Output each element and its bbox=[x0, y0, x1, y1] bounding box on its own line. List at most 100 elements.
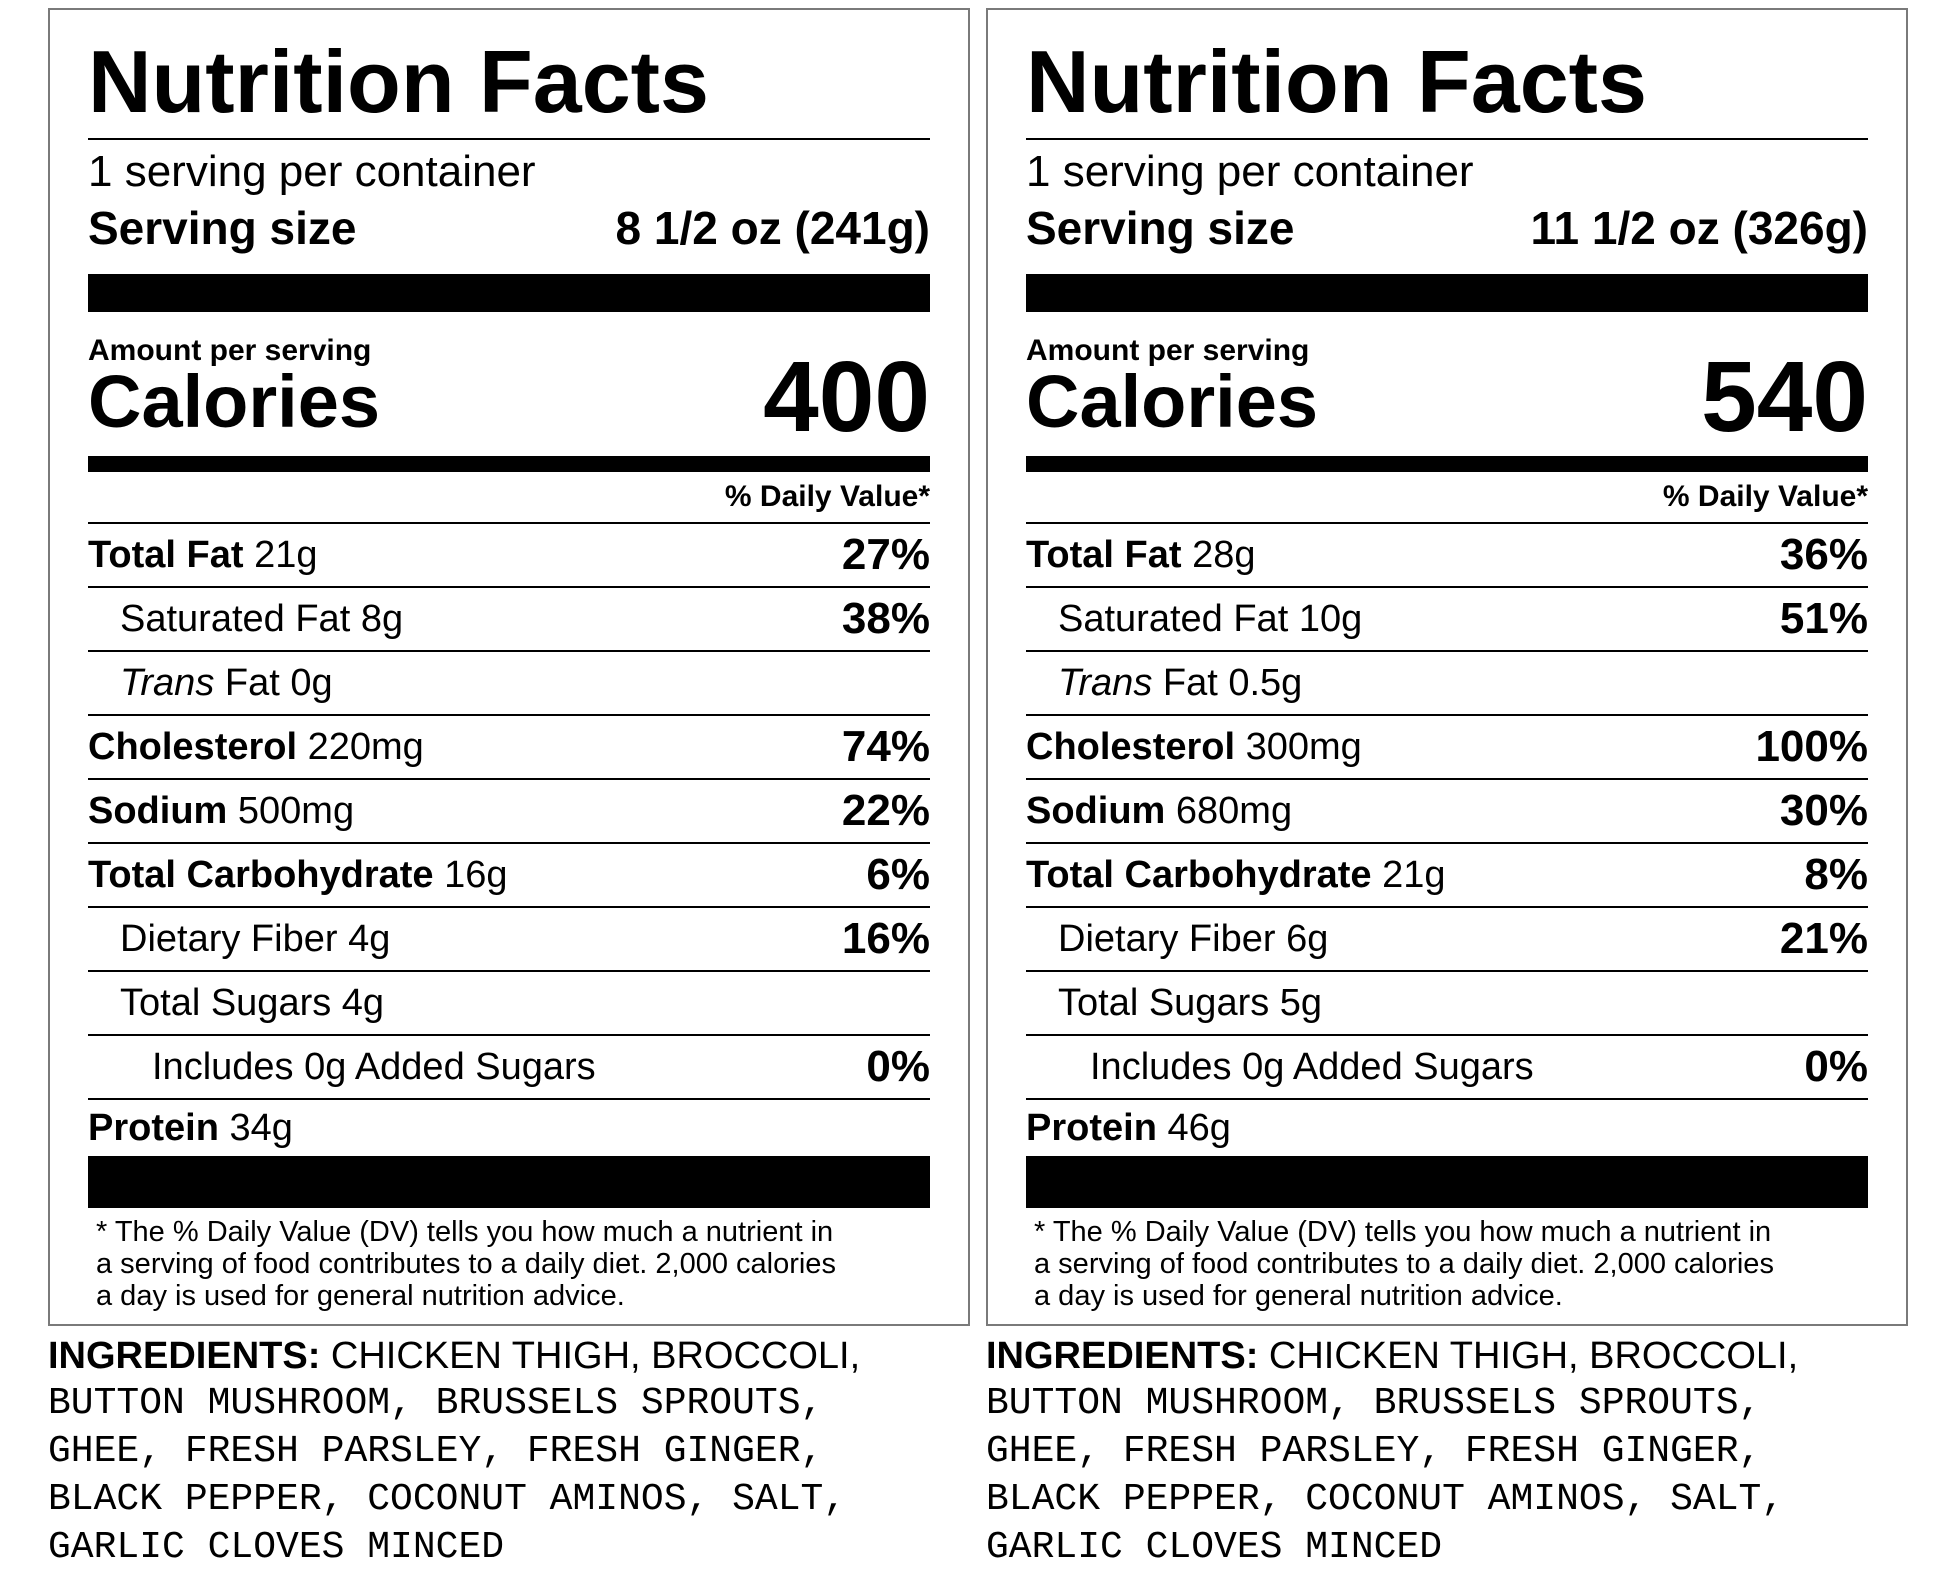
calories-row: Calories 400 bbox=[88, 347, 930, 447]
footnote-line: * The % Daily Value (DV) tells you how m… bbox=[96, 1216, 834, 1248]
nutrient-row-total-fat: Total Fat 21g 27% bbox=[88, 522, 930, 586]
nutrient-dv: 74% bbox=[841, 722, 930, 771]
nutrient-amount: 4g bbox=[341, 981, 385, 1024]
nutrient-name: Total Carbohydrate bbox=[1026, 853, 1372, 896]
ingredients-line: CHICKEN THIGH, BROCCOLI, bbox=[330, 1335, 861, 1377]
footnote-divider-bar bbox=[1026, 1156, 1868, 1208]
ingredients-list: INGREDIENTS: CHICKEN THIGH, BROCCOLI, BU… bbox=[48, 1332, 948, 1572]
daily-value-footnote: * The % Daily Value (DV) tells you how m… bbox=[1026, 1208, 1868, 1312]
calories-value: 540 bbox=[1701, 341, 1868, 453]
nutrient-amount: 8g bbox=[360, 597, 404, 640]
serving-size-value: 11 1/2 oz (326g) bbox=[1530, 202, 1869, 254]
nutrient-row-total-sugars: Total Sugars 5g bbox=[1026, 970, 1868, 1034]
nutrient-amount: 46g bbox=[1167, 1106, 1231, 1149]
nutrient-row-trans-fat: Trans Fat 0.5g bbox=[1026, 650, 1868, 714]
nutrient-name: Protein bbox=[1026, 1106, 1157, 1149]
serving-size-label: Serving size bbox=[1026, 202, 1295, 254]
nutrient-dv: 100% bbox=[1755, 722, 1868, 771]
nutrient-dv: 0% bbox=[866, 1042, 930, 1091]
title-rule bbox=[1026, 138, 1868, 140]
nutrient-amount: 21g bbox=[1382, 853, 1446, 896]
footnote-line: a serving of food contributes to a daily… bbox=[1034, 1248, 1774, 1280]
nutrient-name: Trans bbox=[120, 661, 215, 704]
nutrition-label-right: Nutrition Facts 1 serving per container … bbox=[986, 8, 1908, 1572]
nutrient-dv: 16% bbox=[841, 914, 930, 963]
nutrient-name: Total Sugars bbox=[1058, 981, 1270, 1024]
nutrient-row-total-sugars: Total Sugars 4g bbox=[88, 970, 930, 1034]
ingredients-line: GARLIC CLOVES MINCED bbox=[48, 1526, 505, 1569]
nutrient-name: Saturated Fat bbox=[120, 597, 351, 640]
nutrient-name: Total Sugars bbox=[120, 981, 332, 1024]
daily-value-header: % Daily Value* bbox=[1662, 480, 1868, 513]
nutrient-row-sodium: Sodium 680mg 30% bbox=[1026, 778, 1868, 842]
nutrient-name: Total Fat bbox=[1026, 533, 1182, 576]
nutrient-row-cholesterol: Cholesterol 300mg 100% bbox=[1026, 714, 1868, 778]
ingredients-line: BUTTON MUSHROOM, BRUSSELS SPROUTS, bbox=[986, 1382, 1762, 1425]
calories-value: 400 bbox=[763, 341, 930, 453]
nutrient-amount: 4g bbox=[348, 917, 391, 960]
nutrient-row-protein: Protein 46g bbox=[1026, 1098, 1868, 1156]
nutrient-amount: 34g bbox=[229, 1106, 293, 1149]
nutrient-dv: 21% bbox=[1779, 914, 1868, 963]
nutrient-name: Includes 0g Added Sugars bbox=[152, 1045, 596, 1088]
nutrient-row-total-fat: Total Fat 28g 36% bbox=[1026, 522, 1868, 586]
nutrient-row-cholesterol: Cholesterol 220mg 74% bbox=[88, 714, 930, 778]
nutrition-facts-panel: Nutrition Facts 1 serving per container … bbox=[48, 8, 970, 1326]
nutrient-dv: 51% bbox=[1779, 594, 1868, 643]
serving-divider-bar bbox=[1026, 274, 1868, 312]
serving-size-value: 8 1/2 oz (241g) bbox=[615, 202, 930, 254]
serving-size-row: Serving size 11 1/2 oz (326g) bbox=[1026, 200, 1868, 256]
nutrient-name: Protein bbox=[88, 1106, 219, 1149]
ingredients-heading: INGREDIENTS: bbox=[48, 1335, 321, 1377]
ingredients-heading: INGREDIENTS: bbox=[986, 1335, 1259, 1377]
amount-per-serving: Amount per serving bbox=[88, 334, 372, 367]
nutrient-name: Trans bbox=[1058, 661, 1153, 704]
ingredients-line: BLACK PEPPER, COCONUT AMINOS, SALT, bbox=[48, 1478, 847, 1521]
nutrient-row-total-carbohydrate: Total Carbohydrate 21g 8% bbox=[1026, 842, 1868, 906]
footnote-line: a serving of food contributes to a daily… bbox=[96, 1248, 836, 1280]
nutrient-row-protein: Protein 34g bbox=[88, 1098, 930, 1156]
ingredients-line: GARLIC CLOVES MINCED bbox=[986, 1526, 1443, 1569]
nutrient-amount: 5g bbox=[1279, 981, 1323, 1024]
nutrient-row-saturated-fat: Saturated Fat 8g 38% bbox=[88, 586, 930, 650]
calories-divider-bar bbox=[1026, 456, 1868, 472]
footnote-line: a day is used for general nutrition advi… bbox=[1034, 1280, 1563, 1312]
nutrient-row-saturated-fat: Saturated Fat 10g 51% bbox=[1026, 586, 1868, 650]
nutrient-dv: 6% bbox=[866, 850, 930, 899]
nutrient-name: Dietary Fiber bbox=[120, 917, 338, 960]
calories-divider-bar bbox=[88, 456, 930, 472]
nutrient-row-sodium: Sodium 500mg 22% bbox=[88, 778, 930, 842]
nutrition-facts-title: Nutrition Facts bbox=[1026, 32, 1647, 131]
nutrient-row-total-carbohydrate: Total Carbohydrate 16g 6% bbox=[88, 842, 930, 906]
nutrient-amount: 28g bbox=[1192, 533, 1256, 576]
nutrient-amount: 21g bbox=[254, 533, 318, 576]
footnote-line: a day is used for general nutrition advi… bbox=[96, 1280, 625, 1312]
nutrition-label-left: Nutrition Facts 1 serving per container … bbox=[48, 8, 970, 1572]
nutrient-name-suffix: Fat bbox=[1162, 661, 1218, 704]
nutrient-dv: 27% bbox=[841, 530, 930, 579]
ingredients-line: GHEE, FRESH PARSLEY, FRESH GINGER, bbox=[986, 1430, 1762, 1473]
nutrient-amount: 0.5g bbox=[1228, 661, 1303, 704]
servings-per-container: 1 serving per container bbox=[88, 147, 536, 196]
nutrient-dv: 36% bbox=[1779, 530, 1868, 579]
nutrient-name: Total Fat bbox=[88, 533, 244, 576]
nutrient-row-trans-fat: Trans Fat 0g bbox=[88, 650, 930, 714]
nutrition-facts-title: Nutrition Facts bbox=[88, 32, 709, 131]
daily-value-footnote: * The % Daily Value (DV) tells you how m… bbox=[88, 1208, 930, 1312]
ingredients-line: BUTTON MUSHROOM, BRUSSELS SPROUTS, bbox=[48, 1382, 824, 1425]
nutrient-dv: 0% bbox=[1804, 1042, 1868, 1091]
nutrient-amount: 16g bbox=[444, 853, 508, 896]
nutrient-amount: 300mg bbox=[1245, 725, 1362, 768]
nutrient-name: Dietary Fiber bbox=[1058, 917, 1276, 960]
nutrient-amount: 500mg bbox=[237, 789, 355, 832]
nutrient-dv: 38% bbox=[841, 594, 930, 643]
amount-per-serving: Amount per serving bbox=[1026, 334, 1310, 367]
ingredients-list: INGREDIENTS: CHICKEN THIGH, BROCCOLI, BU… bbox=[986, 1332, 1886, 1572]
ingredients-line: GHEE, FRESH PARSLEY, FRESH GINGER, bbox=[48, 1430, 824, 1473]
nutrient-amount: 680mg bbox=[1175, 789, 1293, 832]
nutrient-amount: 0g bbox=[290, 661, 333, 704]
nutrient-name: Cholesterol bbox=[1026, 725, 1236, 768]
nutrient-name: Saturated Fat bbox=[1058, 597, 1289, 640]
serving-divider-bar bbox=[88, 274, 930, 312]
nutrient-row-added-sugars: Includes 0g Added Sugars 0% bbox=[1026, 1034, 1868, 1098]
